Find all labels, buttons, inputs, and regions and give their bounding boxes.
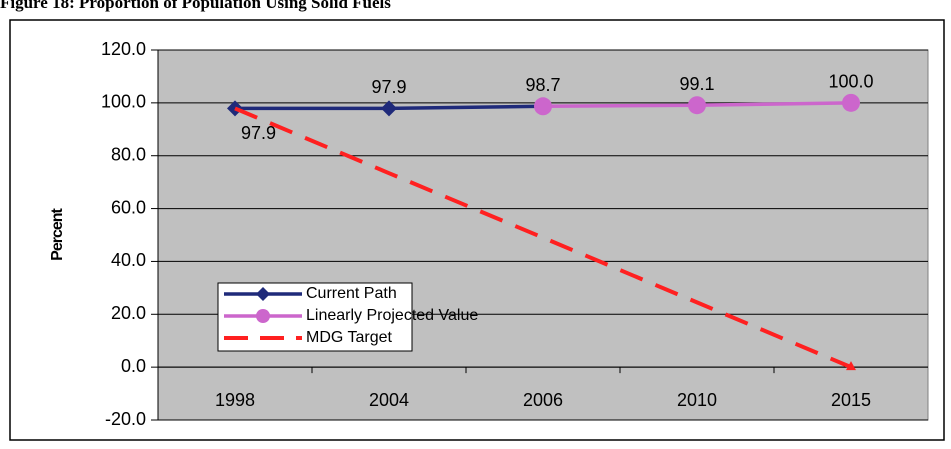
data-label: 98.7 [525,75,560,95]
legend-label: Linearly Projected Value [306,307,478,324]
triangle-marker [846,361,856,371]
y-tick-label: 0.0 [121,356,146,376]
x-tick-label: 1998 [215,390,255,410]
x-tick-label: 2006 [523,390,563,410]
legend-marker [256,309,270,323]
x-tick-label: 2010 [677,390,717,410]
y-tick-label: 20.0 [111,303,146,323]
chart-title: Figure 18: Proportion of Population Usin… [0,0,391,12]
data-label: 100.0 [828,72,873,92]
circle-marker [534,97,552,116]
y-tick-label: 120.0 [101,39,146,59]
data-label: 99.1 [679,74,714,94]
y-axis-label: Percent [49,207,66,260]
legend-label: Current Path [306,285,397,302]
y-tick-label: 80.0 [111,144,146,164]
y-tick-label: 60.0 [111,197,146,217]
y-tick-label: 100.0 [101,92,146,112]
y-tick-label: 40.0 [111,250,146,270]
x-tick-label: 2004 [369,390,409,410]
x-tick-label: 2015 [831,390,871,410]
data-label: 97.9 [241,123,276,143]
circle-marker [688,96,706,115]
legend-marker [256,287,270,301]
diamond-marker [381,100,397,117]
y-tick-label: -20.0 [105,409,146,429]
legend-label: MDG Target [306,329,393,346]
circle-marker [842,93,860,112]
data-label: 97.9 [371,77,406,97]
